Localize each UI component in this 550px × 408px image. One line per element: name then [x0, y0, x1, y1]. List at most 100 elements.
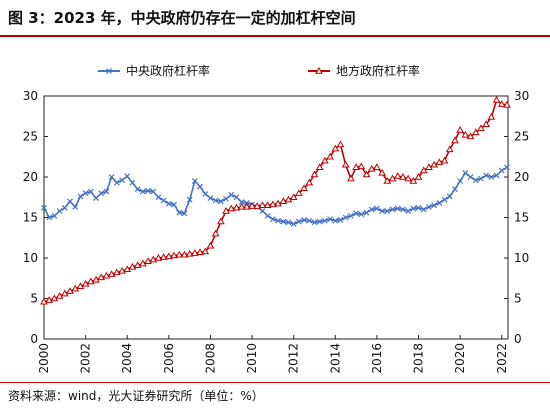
local-data-point: [461, 130, 470, 138]
chart-legend: 中央政府杠杆率 地方政府杠杆率: [98, 63, 420, 78]
local-data-point: [477, 124, 485, 132]
local-data-point: [409, 177, 418, 184]
x-tick-label: 2000: [37, 343, 51, 374]
local-data-point: [180, 250, 189, 258]
local-data-point: [383, 177, 392, 184]
central-data-point: [181, 210, 188, 217]
figure-title: 图 3：2023 年，中央政府仍存在一定的加杠杆空间: [8, 9, 356, 27]
y-tick-left-label: 0: [30, 332, 38, 346]
central-data-point: [446, 193, 453, 200]
central-data-point: [93, 195, 99, 201]
local-data-point: [222, 207, 230, 214]
central-data-point: [415, 204, 422, 211]
central-data-point: [462, 170, 469, 176]
central-data-point: [275, 217, 282, 224]
local-data-point: [404, 174, 412, 182]
y-tick-left-label: 25: [23, 130, 38, 144]
local-data-point: [206, 241, 215, 249]
central-data-point: [426, 204, 432, 210]
legend-swatch-marker: [315, 66, 323, 74]
central-data-point: [301, 217, 308, 223]
local-data-point: [170, 251, 178, 259]
local-data-point: [60, 289, 69, 297]
central-data-point: [176, 209, 183, 216]
local-data-point: [503, 100, 511, 108]
central-data-point: [327, 216, 334, 223]
central-data-point: [67, 198, 73, 205]
x-tick-label: 2016: [370, 343, 384, 374]
local-data-point: [492, 96, 501, 103]
central-data-point: [259, 208, 266, 214]
chart-axes: 0 5 10 15 20 25 30 0 5 10 15 20 25 30 2000 2002 2004 2006…: [23, 89, 530, 374]
central-data-point: [150, 188, 157, 195]
local-data-point: [497, 100, 506, 107]
central-data-point: [124, 173, 131, 180]
local-data-point: [258, 201, 267, 209]
central-data-point: [72, 204, 79, 210]
y-tick-left-label: 5: [30, 292, 38, 306]
local-data-point: [451, 136, 459, 144]
central-data-point: [498, 167, 505, 174]
central-data-point: [119, 177, 125, 184]
central-data-point: [363, 209, 370, 216]
local-data-point: [263, 201, 272, 209]
central-data-point: [145, 187, 151, 194]
local-data-point: [164, 252, 173, 260]
central-data-point: [321, 217, 328, 224]
central-data-point: [441, 196, 448, 203]
local-data-point: [315, 163, 324, 170]
local-data-point: [243, 202, 251, 210]
y-tick-right-label: 30: [514, 89, 529, 103]
local-data-point: [419, 166, 428, 174]
local-data-point: [211, 229, 220, 237]
local-data-point: [305, 178, 314, 186]
central-data-point: [399, 206, 406, 213]
y-tick-right-label: 0: [514, 332, 522, 346]
central-data-point: [87, 188, 94, 195]
central-data-point: [191, 178, 198, 184]
central-data-point: [472, 177, 479, 184]
central-data-point: [56, 208, 63, 214]
local-data-point: [92, 275, 100, 283]
central-data-point: [493, 172, 500, 179]
local-data-point: [336, 140, 345, 148]
central-data-point: [431, 202, 438, 209]
central-data-point: [280, 218, 287, 225]
local-data-point: [55, 292, 64, 299]
local-data-point: [227, 204, 236, 212]
local-data-point: [445, 145, 454, 153]
central-data-point: [368, 206, 375, 213]
local-data-point: [300, 184, 308, 192]
local-data-point: [414, 172, 423, 180]
legend-label: 地方政府杠杆率: [336, 63, 420, 78]
x-tick-label: 2002: [79, 343, 93, 374]
central-data-point: [165, 200, 172, 207]
central-data-point: [410, 205, 417, 212]
central-data-point: [171, 201, 177, 208]
local-data-point: [331, 144, 340, 152]
x-tick-label: 2018: [412, 343, 426, 374]
central-data-point: [373, 205, 380, 212]
local-data-point: [190, 249, 199, 256]
local-data-point: [81, 279, 90, 287]
local-data-point: [326, 152, 334, 160]
y-tick-left-label: 15: [23, 211, 38, 225]
local-data-point: [50, 294, 59, 302]
central-data-point: [217, 198, 224, 205]
central-data-point: [467, 174, 474, 180]
local-data-point: [269, 200, 277, 208]
local-data-point: [393, 172, 402, 179]
central-data-point: [311, 219, 318, 226]
central-data-point: [337, 217, 344, 223]
y-tick-left-label: 20: [23, 170, 38, 184]
local-data-point: [159, 253, 168, 260]
x-tick-label: 2012: [287, 343, 301, 374]
x-tick-label: 2022: [495, 343, 509, 374]
local-data-point: [201, 247, 210, 255]
legend-swatch-marker: [106, 68, 112, 74]
central-data-point: [347, 212, 354, 219]
central-data-point: [269, 216, 276, 223]
central-data-point: [332, 217, 339, 224]
local-data-point: [456, 126, 465, 133]
x-tick-label: 2014: [328, 343, 342, 374]
